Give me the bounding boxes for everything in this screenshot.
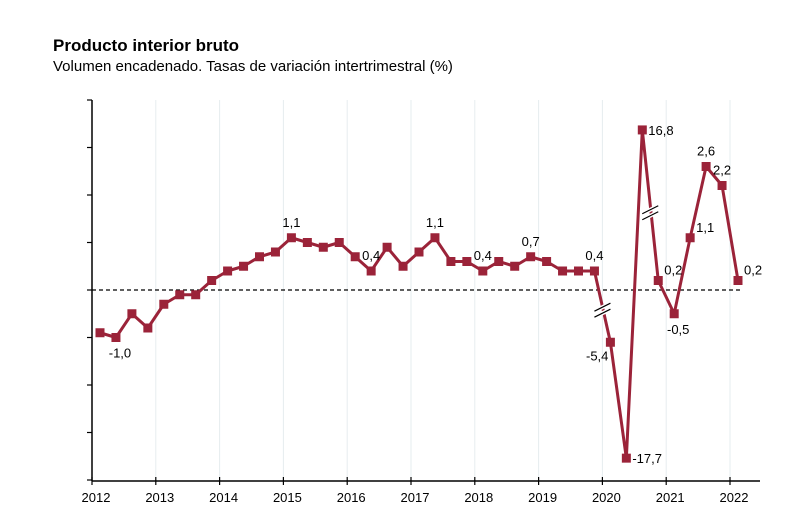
data-label: 1,1 — [426, 215, 444, 230]
x-tick-label: 2014 — [209, 490, 238, 505]
chart-title: Producto interior bruto — [53, 36, 240, 55]
x-tick-label: 2016 — [337, 490, 366, 505]
data-point — [589, 266, 599, 276]
data-point — [95, 328, 105, 338]
data-label: 0,7 — [522, 234, 540, 249]
data-point — [270, 247, 280, 257]
x-tick-label: 2019 — [528, 490, 557, 505]
axis-break-icon — [593, 301, 612, 319]
data-point — [605, 337, 615, 347]
data-point — [239, 261, 249, 271]
x-tick-label: 2021 — [656, 490, 685, 505]
data-point — [446, 257, 456, 266]
data-point — [366, 266, 376, 276]
data-point — [733, 276, 743, 285]
x-tick-label: 2017 — [401, 490, 430, 505]
data-point — [478, 266, 488, 276]
data-point — [398, 261, 408, 271]
x-tick-label: 2018 — [464, 490, 493, 505]
data-label: -1,0 — [109, 346, 131, 361]
data-point — [382, 242, 392, 252]
data-point — [223, 266, 233, 276]
data-point — [111, 333, 121, 342]
data-point — [255, 252, 264, 262]
data-point — [574, 266, 583, 276]
data-point — [542, 257, 552, 266]
data-point — [717, 181, 727, 190]
data-point — [701, 162, 711, 171]
data-point — [510, 261, 520, 271]
data-point — [143, 323, 153, 333]
x-tick-label: 2013 — [145, 490, 174, 505]
data-point — [669, 309, 679, 319]
data-label: -0,5 — [667, 322, 689, 337]
data-label: 1,1 — [282, 215, 300, 230]
data-point — [430, 233, 440, 243]
data-point — [526, 252, 536, 262]
x-tick-label: 2012 — [82, 490, 111, 505]
axis-break-icon — [641, 203, 660, 222]
data-point — [127, 309, 137, 319]
data-label: 0,4 — [362, 248, 380, 263]
data-point — [462, 257, 472, 266]
data-label: -5,4 — [586, 348, 608, 363]
data-point — [302, 238, 312, 247]
data-point — [621, 453, 631, 463]
x-tick-label: 2020 — [592, 490, 621, 505]
data-point — [159, 299, 169, 309]
data-label: 0,4 — [474, 248, 492, 263]
data-point — [558, 266, 568, 276]
data-label: 16,8 — [648, 123, 673, 138]
data-point — [191, 290, 201, 300]
data-point — [350, 252, 360, 262]
data-label: 0,2 — [664, 263, 682, 278]
x-tick-label: 2015 — [273, 490, 302, 505]
data-point — [685, 233, 695, 243]
axis-break-mark — [642, 205, 659, 215]
data-point — [175, 290, 185, 300]
data-label: 2,2 — [713, 163, 731, 178]
data-point — [653, 276, 663, 285]
data-point — [414, 247, 424, 257]
data-point — [286, 233, 296, 243]
data-point — [318, 242, 328, 252]
data-label: 1,1 — [696, 220, 714, 235]
data-point — [637, 125, 647, 135]
data-label: 0,2 — [744, 263, 762, 278]
axis-break-mark — [594, 308, 611, 318]
axis-break-mark — [642, 211, 659, 221]
chart-subtitle: Volumen encadenado. Tasas de variación i… — [53, 58, 453, 75]
data-label: 2,6 — [697, 144, 715, 159]
x-tick-label: 2022 — [720, 490, 749, 505]
data-label: -17,7 — [632, 451, 662, 466]
data-label: 0,4 — [585, 248, 603, 263]
data-point — [334, 238, 344, 247]
axis-break-mark — [594, 302, 611, 312]
data-point — [207, 276, 217, 285]
data-point — [494, 257, 504, 266]
